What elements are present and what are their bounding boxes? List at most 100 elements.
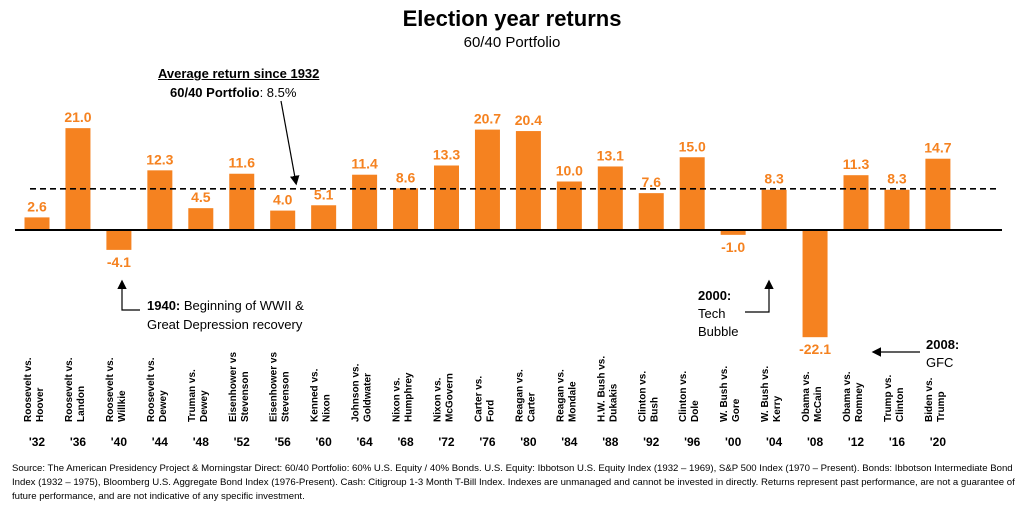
bar-00 — [720, 230, 746, 235]
matchup-label: Reagan vs. — [555, 369, 566, 422]
matchup-label: Clinton vs. — [637, 371, 648, 422]
data-label: 4.0 — [273, 192, 293, 208]
x-tick-label: '92 — [643, 435, 660, 449]
matchup-label: Stevenson — [281, 371, 292, 422]
matchup-label: Romney — [854, 382, 865, 422]
chart-title: Election year returns — [402, 6, 622, 31]
matchup-label: Truman vs. — [187, 369, 198, 422]
x-tick-label: '60 — [316, 435, 333, 449]
gfc-year: 2008: — [926, 337, 960, 352]
data-label: 11.3 — [843, 156, 870, 172]
x-tick-label: '40 — [111, 435, 128, 449]
matchup-label: Johnson vs. — [351, 363, 362, 422]
matchup-label: Nixon vs. — [392, 377, 403, 422]
matchup-label: Trump vs. — [883, 375, 894, 422]
x-tick-label: '76 — [479, 435, 496, 449]
matchup-label: Roosevelt vs. — [105, 357, 116, 422]
bar-40 — [106, 230, 132, 250]
bar-64 — [352, 174, 378, 230]
bar-80 — [515, 131, 541, 230]
data-label: 21.0 — [64, 109, 91, 125]
matchup-label: Obama vs. — [801, 371, 812, 422]
data-label: 2.6 — [27, 198, 47, 214]
matchup-label: Roosevelt vs. — [146, 357, 157, 422]
x-tick-label: '48 — [193, 435, 210, 449]
matchup-label: Stevenson — [240, 371, 251, 422]
gfc-text: GFC — [926, 355, 954, 370]
ww2-text1: Beginning of WWII & — [180, 298, 304, 313]
x-tick-label: '80 — [520, 435, 537, 449]
x-tick-label: '08 — [807, 435, 824, 449]
bar-96 — [679, 157, 705, 230]
data-label: 11.6 — [229, 155, 256, 171]
x-tick-label: '84 — [561, 435, 578, 449]
data-label: 20.4 — [515, 112, 542, 128]
x-tick-label: '96 — [684, 435, 701, 449]
matchup-label: Eisenhower vs — [269, 352, 280, 422]
bar-12 — [843, 175, 869, 230]
matchup-label: Landon — [76, 386, 87, 422]
matchup-label: Nixon — [322, 394, 333, 422]
matchup-label: Biden vs. — [924, 377, 935, 422]
data-label: 13.1 — [597, 147, 624, 163]
bar-04 — [761, 189, 787, 230]
matchup-label: Eisenhower vs — [228, 352, 239, 422]
bar-92 — [638, 193, 664, 230]
x-tick-label: '16 — [889, 435, 906, 449]
data-label: 7.6 — [642, 174, 662, 190]
matchup-label: Hoover — [35, 387, 46, 422]
x-tick-label: '36 — [70, 435, 87, 449]
data-label: -22.1 — [799, 341, 831, 357]
bar-88 — [597, 166, 623, 230]
average-label-bold: 60/40 Portfolio — [170, 85, 260, 100]
matchup-label: H.W. Bush vs. — [596, 356, 607, 422]
x-tick-label: '12 — [848, 435, 865, 449]
tech-annotation: 2000: Tech Bubble — [698, 287, 738, 341]
bar-52 — [229, 173, 255, 230]
matchup-label: Bush — [649, 397, 660, 422]
matchup-label: Willkie — [117, 390, 128, 422]
matchup-label: Mondale — [567, 381, 578, 422]
matchup-label: Roosevelt vs. — [23, 357, 34, 422]
bar-08 — [802, 230, 828, 338]
matchup-label: W. Bush vs. — [719, 366, 730, 422]
x-tick-label: '64 — [356, 435, 373, 449]
data-label: 8.3 — [764, 171, 784, 187]
tech-year: 2000: — [698, 288, 732, 303]
average-heading: Average return since 1932 — [158, 66, 320, 81]
matchup-label: Clinton vs. — [678, 371, 689, 422]
bar-20 — [925, 158, 951, 230]
data-label: 11.4 — [351, 156, 378, 172]
matchup-label: McGovern — [445, 373, 456, 422]
x-tick-label: '68 — [397, 435, 414, 449]
x-tick-label: '72 — [438, 435, 455, 449]
x-tick-label: '00 — [725, 435, 742, 449]
matchup-label: Nixon vs. — [433, 377, 444, 422]
data-label: 12.3 — [146, 151, 173, 167]
x-tick-label: '56 — [275, 435, 292, 449]
footnote: Source: The American Presidency Project … — [12, 463, 1015, 502]
ww2-year: 1940: — [147, 298, 181, 313]
matchup-label: Carter — [526, 392, 537, 422]
bar-36 — [65, 128, 91, 230]
bar-84 — [556, 181, 582, 230]
data-label: 13.3 — [433, 146, 460, 162]
data-label: 10.0 — [556, 163, 583, 179]
data-label: 20.7 — [474, 111, 501, 127]
matchup-label: Goldwater — [363, 373, 374, 422]
matchup-label: Carter vs. — [473, 376, 484, 422]
bar-44 — [147, 170, 173, 230]
matchup-label: Dewey — [158, 390, 169, 422]
matchup-label: Trump — [936, 391, 947, 422]
average-arrow — [280, 100, 300, 186]
matchup-label: Ford — [485, 400, 496, 422]
matchup-label: Gore — [731, 398, 742, 422]
tech-text1: Tech — [698, 306, 726, 321]
matchup-label: Humphrey — [404, 372, 415, 422]
bar-16 — [884, 189, 910, 230]
matchup-label: Dewey — [199, 390, 210, 422]
ww2-annotation: 1940: Beginning of WWII & Great Depressio… — [147, 296, 304, 334]
matchup-label: Reagan vs. — [514, 369, 525, 422]
ww2-text2: Great Depression recovery — [147, 317, 303, 332]
matchup-label: Roosevelt vs. — [64, 357, 75, 422]
